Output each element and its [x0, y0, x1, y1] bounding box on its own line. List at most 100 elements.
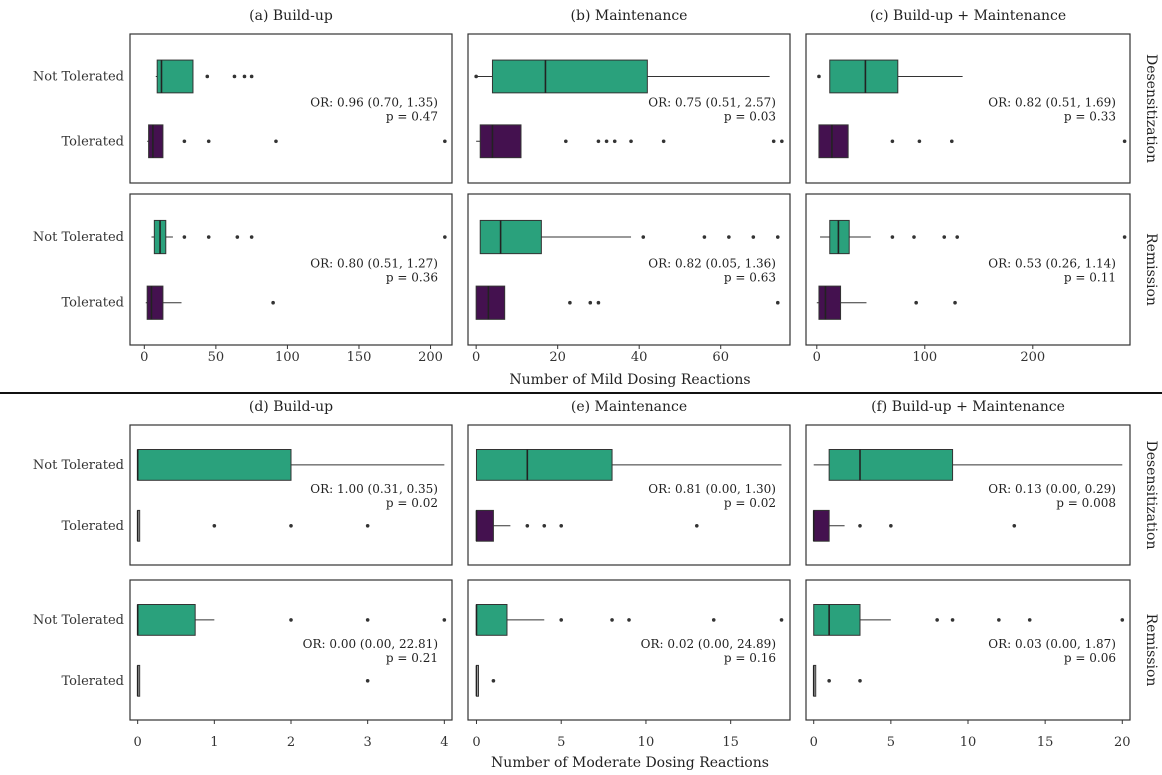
outlier-point [596, 300, 601, 305]
or-annotation: p = 0.008 [1056, 496, 1116, 510]
x-tick-label: 10 [960, 735, 977, 750]
box-iqr [479, 219, 542, 255]
box-tolerated [475, 664, 496, 697]
outlier-point [442, 618, 447, 622]
outlier-point [525, 524, 530, 528]
panel-1: (a) Build-up OR: 0.96 (0.70, 1.35)p = 0.4… [33, 8, 453, 365]
panel-frame [805, 193, 1131, 346]
x-tick-label: 1 [210, 735, 218, 750]
outlier-point [365, 618, 370, 622]
box-iqr [156, 59, 194, 94]
outlier-point [443, 235, 447, 239]
or-annotation: OR: 0.96 (0.70, 1.35) [310, 96, 438, 110]
outlier-point [817, 74, 821, 79]
panel-title: (c) Build-up + Maintenance [870, 8, 1066, 24]
or-annotation: OR: 0.81 (0.00, 1.30) [648, 482, 776, 496]
outlier-point [889, 524, 893, 528]
outlier-point [727, 235, 731, 239]
x-tick-label: 4 [440, 735, 448, 750]
outlier-point [249, 74, 254, 79]
outlier-point [289, 524, 293, 528]
outlier-point [232, 74, 237, 79]
outlier-point [694, 524, 699, 528]
outlier-point [235, 235, 240, 239]
x-tick-label: 150 [347, 350, 372, 365]
x-tick-label: 100 [275, 350, 300, 365]
panel-frame [467, 424, 791, 566]
panel-frame [129, 424, 453, 566]
x-tick-label: 5 [557, 735, 565, 750]
outlier-point [559, 524, 564, 528]
panel-title: (d) Build-up [249, 399, 333, 415]
box-not-tolerated [475, 449, 782, 481]
outlier-point [564, 139, 568, 144]
outlier-point [858, 524, 862, 528]
outlier-point [1122, 139, 1127, 144]
outlier-point [491, 679, 496, 683]
box-iqr [148, 124, 164, 159]
category-label: Not Tolerated [33, 230, 124, 245]
outlier-point [629, 139, 633, 144]
x-tick-label: 20 [1114, 735, 1131, 750]
box-tolerated [136, 509, 370, 542]
x-tick-label: 15 [1037, 735, 1054, 750]
or-annotation: OR: 0.53 (0.26, 1.14) [988, 257, 1116, 271]
category-label: Not Tolerated [33, 613, 124, 628]
box-iqr [475, 449, 613, 481]
box-iqr [475, 604, 508, 636]
panel-4: (d) Build-up OR: 1.00 (0.31, 0.35)p = 0.0… [33, 399, 453, 750]
box-not-tolerated [475, 604, 784, 636]
box-iqr [813, 509, 830, 542]
x-tick-label: 10 [638, 735, 655, 750]
box-iqr [137, 449, 292, 481]
box-iqr [475, 285, 506, 320]
outlier-point [702, 235, 707, 239]
outlier-point [775, 235, 780, 239]
or-annotation: p = 0.06 [1064, 651, 1116, 665]
panel-frame [805, 579, 1131, 721]
outlier-point [711, 618, 716, 622]
outlier-point [182, 139, 187, 144]
or-annotation: OR: 0.13 (0.00, 0.29) [988, 482, 1116, 496]
box-tolerated [147, 124, 447, 159]
outlier-point [542, 524, 547, 528]
outlier-point [780, 139, 784, 144]
outlier-point [206, 139, 211, 144]
box-not-tolerated [136, 604, 447, 636]
or-annotation: p = 0.02 [386, 496, 438, 510]
box-tolerated [475, 509, 699, 542]
outlier-point [917, 139, 922, 144]
outlier-point [1027, 618, 1032, 622]
box-tolerated [136, 664, 370, 697]
outlier-point [751, 235, 756, 239]
outlier-point [953, 300, 957, 305]
x-tick-label: 200 [418, 350, 443, 365]
panel-title: (e) Maintenance [571, 399, 687, 415]
x-tick-label: 40 [631, 350, 648, 365]
box-tolerated [812, 509, 1017, 542]
box-not-tolerated [817, 59, 963, 94]
outlier-point [249, 235, 254, 239]
box-iqr [479, 124, 522, 159]
outlier-point [205, 74, 210, 79]
outlier-point [955, 235, 959, 239]
box-tolerated [476, 124, 784, 159]
outlier-point [661, 139, 666, 144]
or-annotation: p = 0.36 [386, 271, 438, 285]
panel-6: (f) Build-up + Maintenance OR: 0.13 (0.00… [805, 399, 1159, 750]
panel-frame [129, 33, 453, 184]
or-annotation: p = 0.21 [386, 651, 438, 665]
outlier-point [935, 618, 939, 622]
box-tolerated [812, 664, 862, 697]
outlier-point [206, 235, 211, 239]
outlier-point [950, 618, 955, 622]
panel-title: (b) Maintenance [571, 8, 688, 24]
panel-frame [467, 33, 791, 184]
outlier-point [641, 235, 646, 239]
outlier-point [568, 300, 572, 305]
or-annotation: p = 0.11 [1064, 271, 1116, 285]
or-annotation: OR: 0.80 (0.51, 1.27) [310, 257, 438, 271]
box-iqr [829, 59, 899, 94]
